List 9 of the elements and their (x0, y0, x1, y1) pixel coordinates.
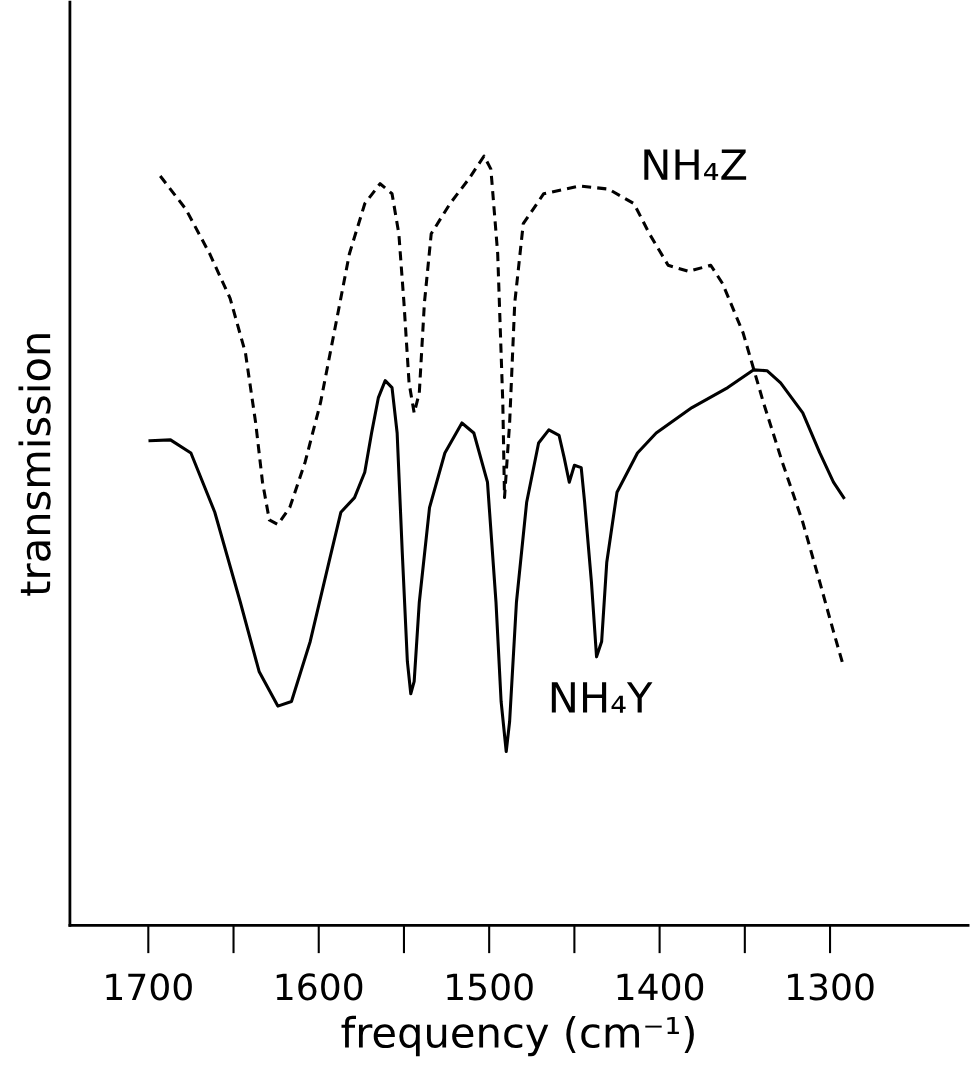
series-label: NH₄Z (644, 149, 747, 180)
x-tick-label: 1700 (106, 973, 192, 1001)
x-tick-label: 1600 (276, 973, 363, 1001)
x-tick-label: 1500 (447, 973, 533, 1001)
y-axis-title: transmission (18, 334, 51, 596)
x-tick-label: 1400 (617, 973, 704, 1001)
x-axis-title: frequency (cm⁻¹) (341, 1015, 694, 1057)
x-tick-label: 1300 (788, 973, 874, 1001)
series-label: NH₄Y (551, 682, 653, 713)
